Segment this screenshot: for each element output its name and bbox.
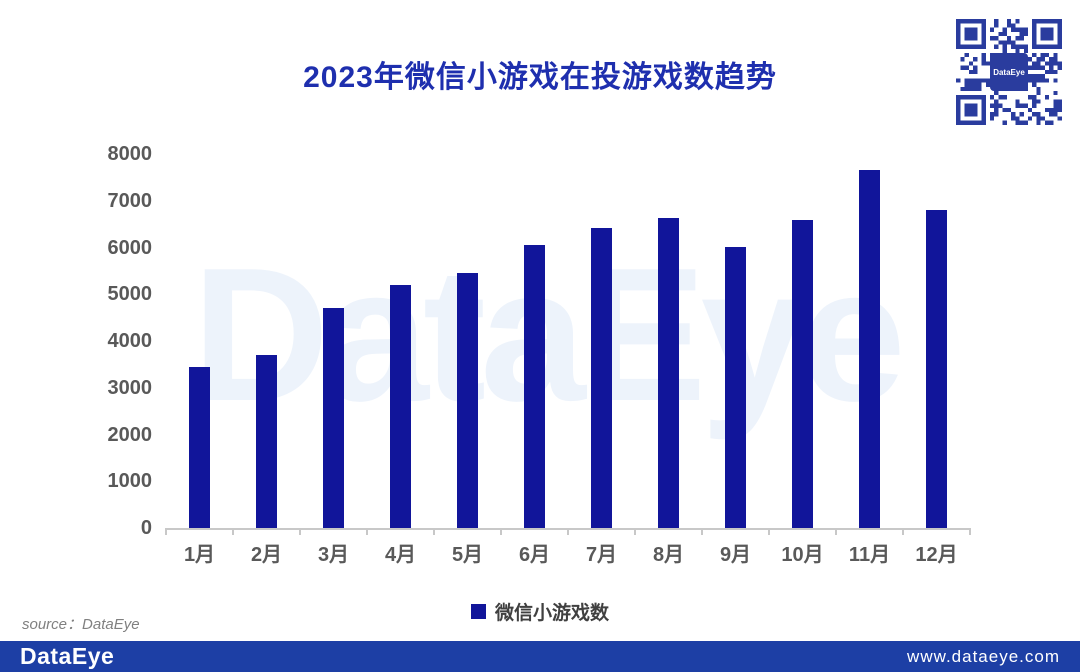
bar-2月 [256,355,277,528]
y-axis: 0 1000 2000 3000 4000 5000 6000 7000 8000 [0,140,153,585]
x-axis: 1月 2月 3月 4月 5月 6月 7月 8月 9月 10月 11月 12月 [0,140,1080,585]
x-axis-tick [433,528,435,535]
legend-swatch [470,604,486,619]
x-axis-tick [366,528,368,535]
watermark-text: DataEye [192,229,906,441]
x-axis-tick [567,528,569,535]
x-tick-label: 10月 [781,544,824,566]
y-tick-label: 1000 [107,470,153,493]
bar-7月 [591,227,612,528]
x-tick-label: 12月 [915,544,958,566]
bar-5月 [457,273,478,528]
x-tick-label: 1月 [183,544,216,566]
x-axis-tick [768,528,770,535]
plot-area [165,154,971,535]
y-tick-label: 5000 [107,283,153,306]
x-tick-label: 7月 [585,544,618,566]
x-tick-label: 3月 [317,544,350,566]
x-tick-label: 8月 [652,544,685,566]
bar-6月 [524,245,545,528]
x-tick-label: 5月 [451,544,484,566]
source-note: source：DataEye [22,616,140,633]
bar-9月 [725,247,746,528]
footer-bar: DataEye www.dataeye.com [0,641,1080,672]
bar-8月 [658,218,679,528]
bar-1月 [189,366,210,528]
bar-chart: DataEye 0 1000 2000 3000 4000 5000 6000 7000 800… [0,140,1080,585]
qr-code: DataEye [952,15,1066,129]
x-axis-tick [232,528,234,535]
dataeye-logo: DataEye [20,643,115,669]
y-tick-label: 6000 [107,236,153,259]
y-tick-label: 3000 [107,376,153,399]
x-axis-tick [634,528,636,535]
x-axis-tick [299,528,301,535]
page-title: 2023年微信小游戏在投游戏数趋势 [303,61,777,94]
bar-10月 [792,219,813,528]
x-tick-label: 4月 [384,544,417,566]
x-axis-tick [701,528,703,535]
y-tick-label: 4000 [107,330,153,352]
bar-11月 [859,170,880,528]
y-tick-label: 2000 [107,423,153,446]
x-axis-tick [902,528,904,535]
bar-12月 [926,210,947,528]
x-axis-tick [165,528,167,535]
x-tick-label: 2月 [250,544,283,566]
legend-label: 微信小游戏数 [494,603,609,624]
x-axis-tick [500,528,502,535]
x-tick-label: 11月 [848,544,891,566]
y-tick-label: 7000 [107,189,153,212]
legend: 微信小游戏数 [0,598,1080,625]
bar-3月 [323,308,344,528]
x-tick-label: 9月 [719,544,752,566]
y-tick-label: 0 [140,517,152,539]
x-axis-tick [969,528,971,535]
y-tick-label: 8000 [107,143,153,165]
qr-center-logo: DataEye [990,53,1028,91]
footer-website: www.dataeye.com [907,646,1060,666]
bar-4月 [390,284,411,528]
x-axis-tick [835,528,837,535]
x-tick-label: 6月 [518,544,551,566]
